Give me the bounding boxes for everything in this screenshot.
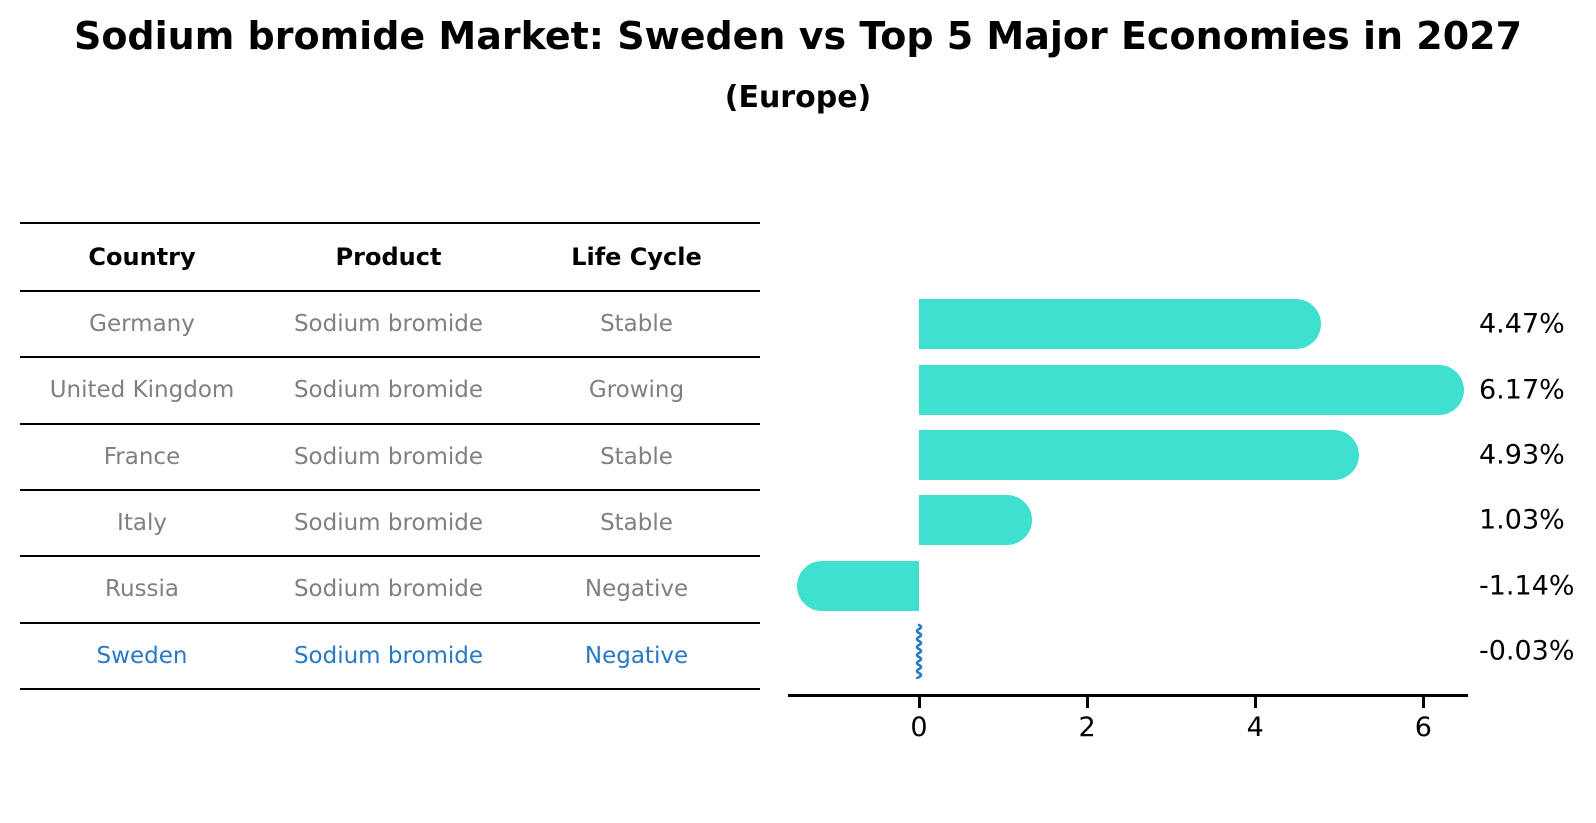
- x-tick-mark: [1086, 697, 1090, 708]
- table-cell-country: Sweden: [96, 642, 188, 669]
- table-cell-product: Sodium bromide: [293, 576, 484, 603]
- x-tick-label: 2: [1078, 712, 1096, 743]
- chart-subtitle: (Europe): [724, 80, 872, 115]
- x-tick-label: 4: [1246, 712, 1264, 743]
- x-tick-mark: [1254, 697, 1258, 708]
- x-axis-line: [788, 694, 1468, 697]
- value-label-germany: 4.47%: [1479, 308, 1565, 340]
- table-cell-product: Sodium bromide: [293, 377, 484, 404]
- bar-united-kingdom: [919, 364, 1464, 415]
- bar-germany: [919, 299, 1321, 350]
- value-label-italy: 1.03%: [1479, 504, 1565, 536]
- table-cell-life_cycle: Stable: [600, 510, 673, 537]
- value-label-france: 4.93%: [1479, 439, 1565, 471]
- table-row-italy: Italy Sodium bromide Stable: [20, 491, 760, 555]
- table-row-divider: [20, 687, 760, 690]
- table-top-line: [20, 222, 760, 224]
- table-row-divider: [20, 621, 760, 624]
- bar-france: [919, 430, 1360, 480]
- table-cell-life_cycle: Negative: [584, 576, 689, 603]
- table-header-divider: [20, 290, 760, 292]
- table-cell-product: Sodium bromide: [293, 443, 484, 470]
- table-row-divider: [20, 488, 760, 491]
- table-row-sweden: Sweden Sodium bromide Negative: [20, 624, 760, 688]
- table-cell-country: France: [103, 443, 181, 470]
- table-header-life-cycle: Life Cycle: [571, 243, 702, 271]
- table-cell-country: Italy: [117, 510, 167, 537]
- table-cell-product: Sodium bromide: [293, 510, 484, 537]
- table-row-divider: [20, 356, 760, 359]
- table-row-germany: Germany Sodium bromide Stable: [20, 292, 760, 356]
- table-cell-country: United Kingdom: [49, 377, 235, 404]
- value-label-sweden: -0.03%: [1479, 635, 1575, 667]
- x-tick-label: 0: [910, 712, 928, 743]
- table-cell-product: Sodium bromide: [293, 311, 484, 338]
- chart-title: Sodium bromide Market: Sweden vs Top 5 M…: [73, 14, 1523, 58]
- bar-russia: [797, 560, 919, 611]
- table-row-divider: [20, 555, 760, 558]
- table-cell-life_cycle: Stable: [600, 311, 673, 338]
- table-cell-product: Sodium bromide: [293, 642, 484, 669]
- table-row-united-kingdom: United Kingdom Sodium bromide Growing: [20, 358, 760, 422]
- table-cell-life_cycle: Stable: [600, 443, 673, 470]
- table-row-divider: [20, 422, 760, 425]
- near-zero-squiggle-bar: [915, 623, 923, 679]
- bar-italy: [919, 495, 1032, 546]
- value-label-russia: -1.14%: [1479, 570, 1575, 602]
- table-header-row: Country Product Life Cycle: [20, 224, 760, 290]
- x-tick-label: 6: [1414, 712, 1432, 743]
- x-tick-mark: [1422, 697, 1426, 708]
- table-cell-country: Russia: [105, 576, 179, 603]
- table-cell-life_cycle: Growing: [588, 377, 685, 404]
- value-label-united-kingdom: 6.17%: [1479, 374, 1565, 406]
- table-header-country: Country: [88, 243, 196, 271]
- table-row-france: France Sodium bromide Stable: [20, 425, 760, 489]
- table-row-russia: Russia Sodium bromide Negative: [20, 557, 760, 621]
- table-cell-country: Germany: [89, 311, 195, 338]
- table-cell-life_cycle: Negative: [584, 642, 689, 669]
- x-tick-mark: [918, 697, 921, 708]
- table-header-product: Product: [335, 243, 442, 271]
